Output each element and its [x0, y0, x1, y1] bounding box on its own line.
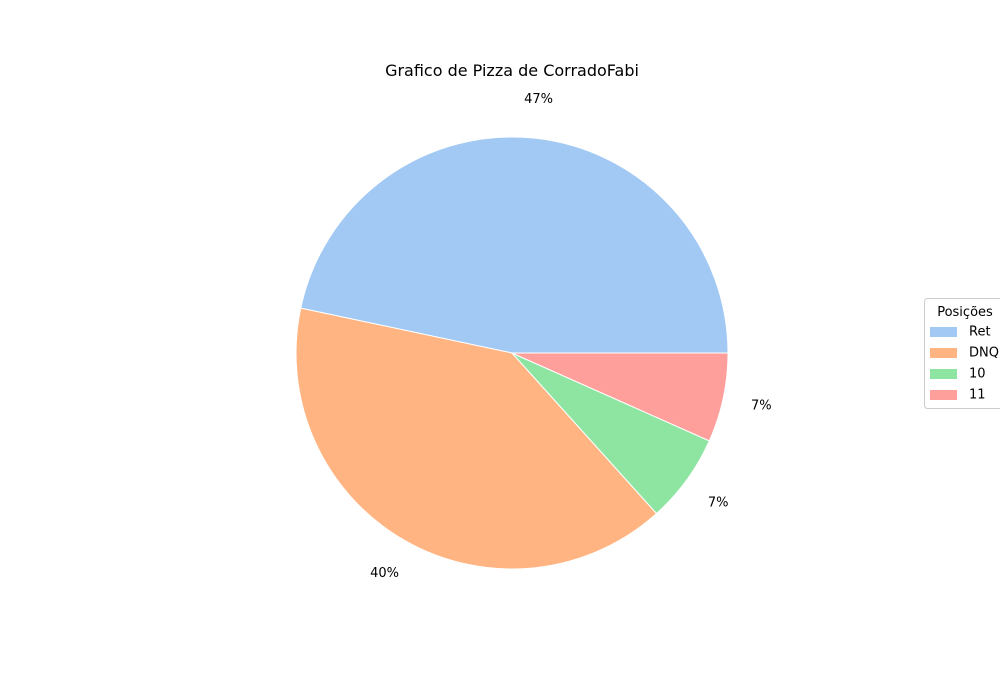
legend-swatch-11: [930, 390, 957, 400]
pie-slice-dnq: [295, 307, 658, 570]
legend-label-ret: Ret: [969, 325, 991, 340]
percent-label-ret: 47%: [524, 92, 553, 107]
legend-item-dnq: DNQ: [930, 346, 999, 361]
percent-label-dnq: 40%: [370, 566, 399, 581]
legend-item-10: 10: [930, 367, 986, 382]
legend-label-10: 10: [969, 367, 986, 382]
percent-label-10: 7%: [708, 495, 729, 510]
legend-items: Ret DNQ 10 11: [930, 325, 999, 403]
legend-title: Posições: [937, 305, 993, 320]
legend-label-dnq: DNQ: [969, 346, 999, 361]
legend-swatch-dnq: [930, 348, 957, 358]
legend-box: [924, 298, 1000, 409]
percent-label-11: 7%: [751, 399, 772, 414]
pie-slices: [295, 136, 729, 570]
legend-item-ret: Ret: [930, 325, 991, 340]
legend: Posições Ret DNQ 10 11: [924, 298, 1000, 409]
percent-labels: 47% 40% 7% 7%: [370, 92, 771, 581]
chart-title: Grafico de Pizza de CorradoFabi: [385, 61, 639, 80]
pie-slice-ret: [300, 136, 729, 354]
legend-item-11: 11: [930, 388, 986, 403]
legend-label-11: 11: [969, 388, 986, 403]
legend-swatch-ret: [930, 327, 957, 337]
legend-swatch-10: [930, 369, 957, 379]
pie-slice-11: [511, 352, 729, 442]
